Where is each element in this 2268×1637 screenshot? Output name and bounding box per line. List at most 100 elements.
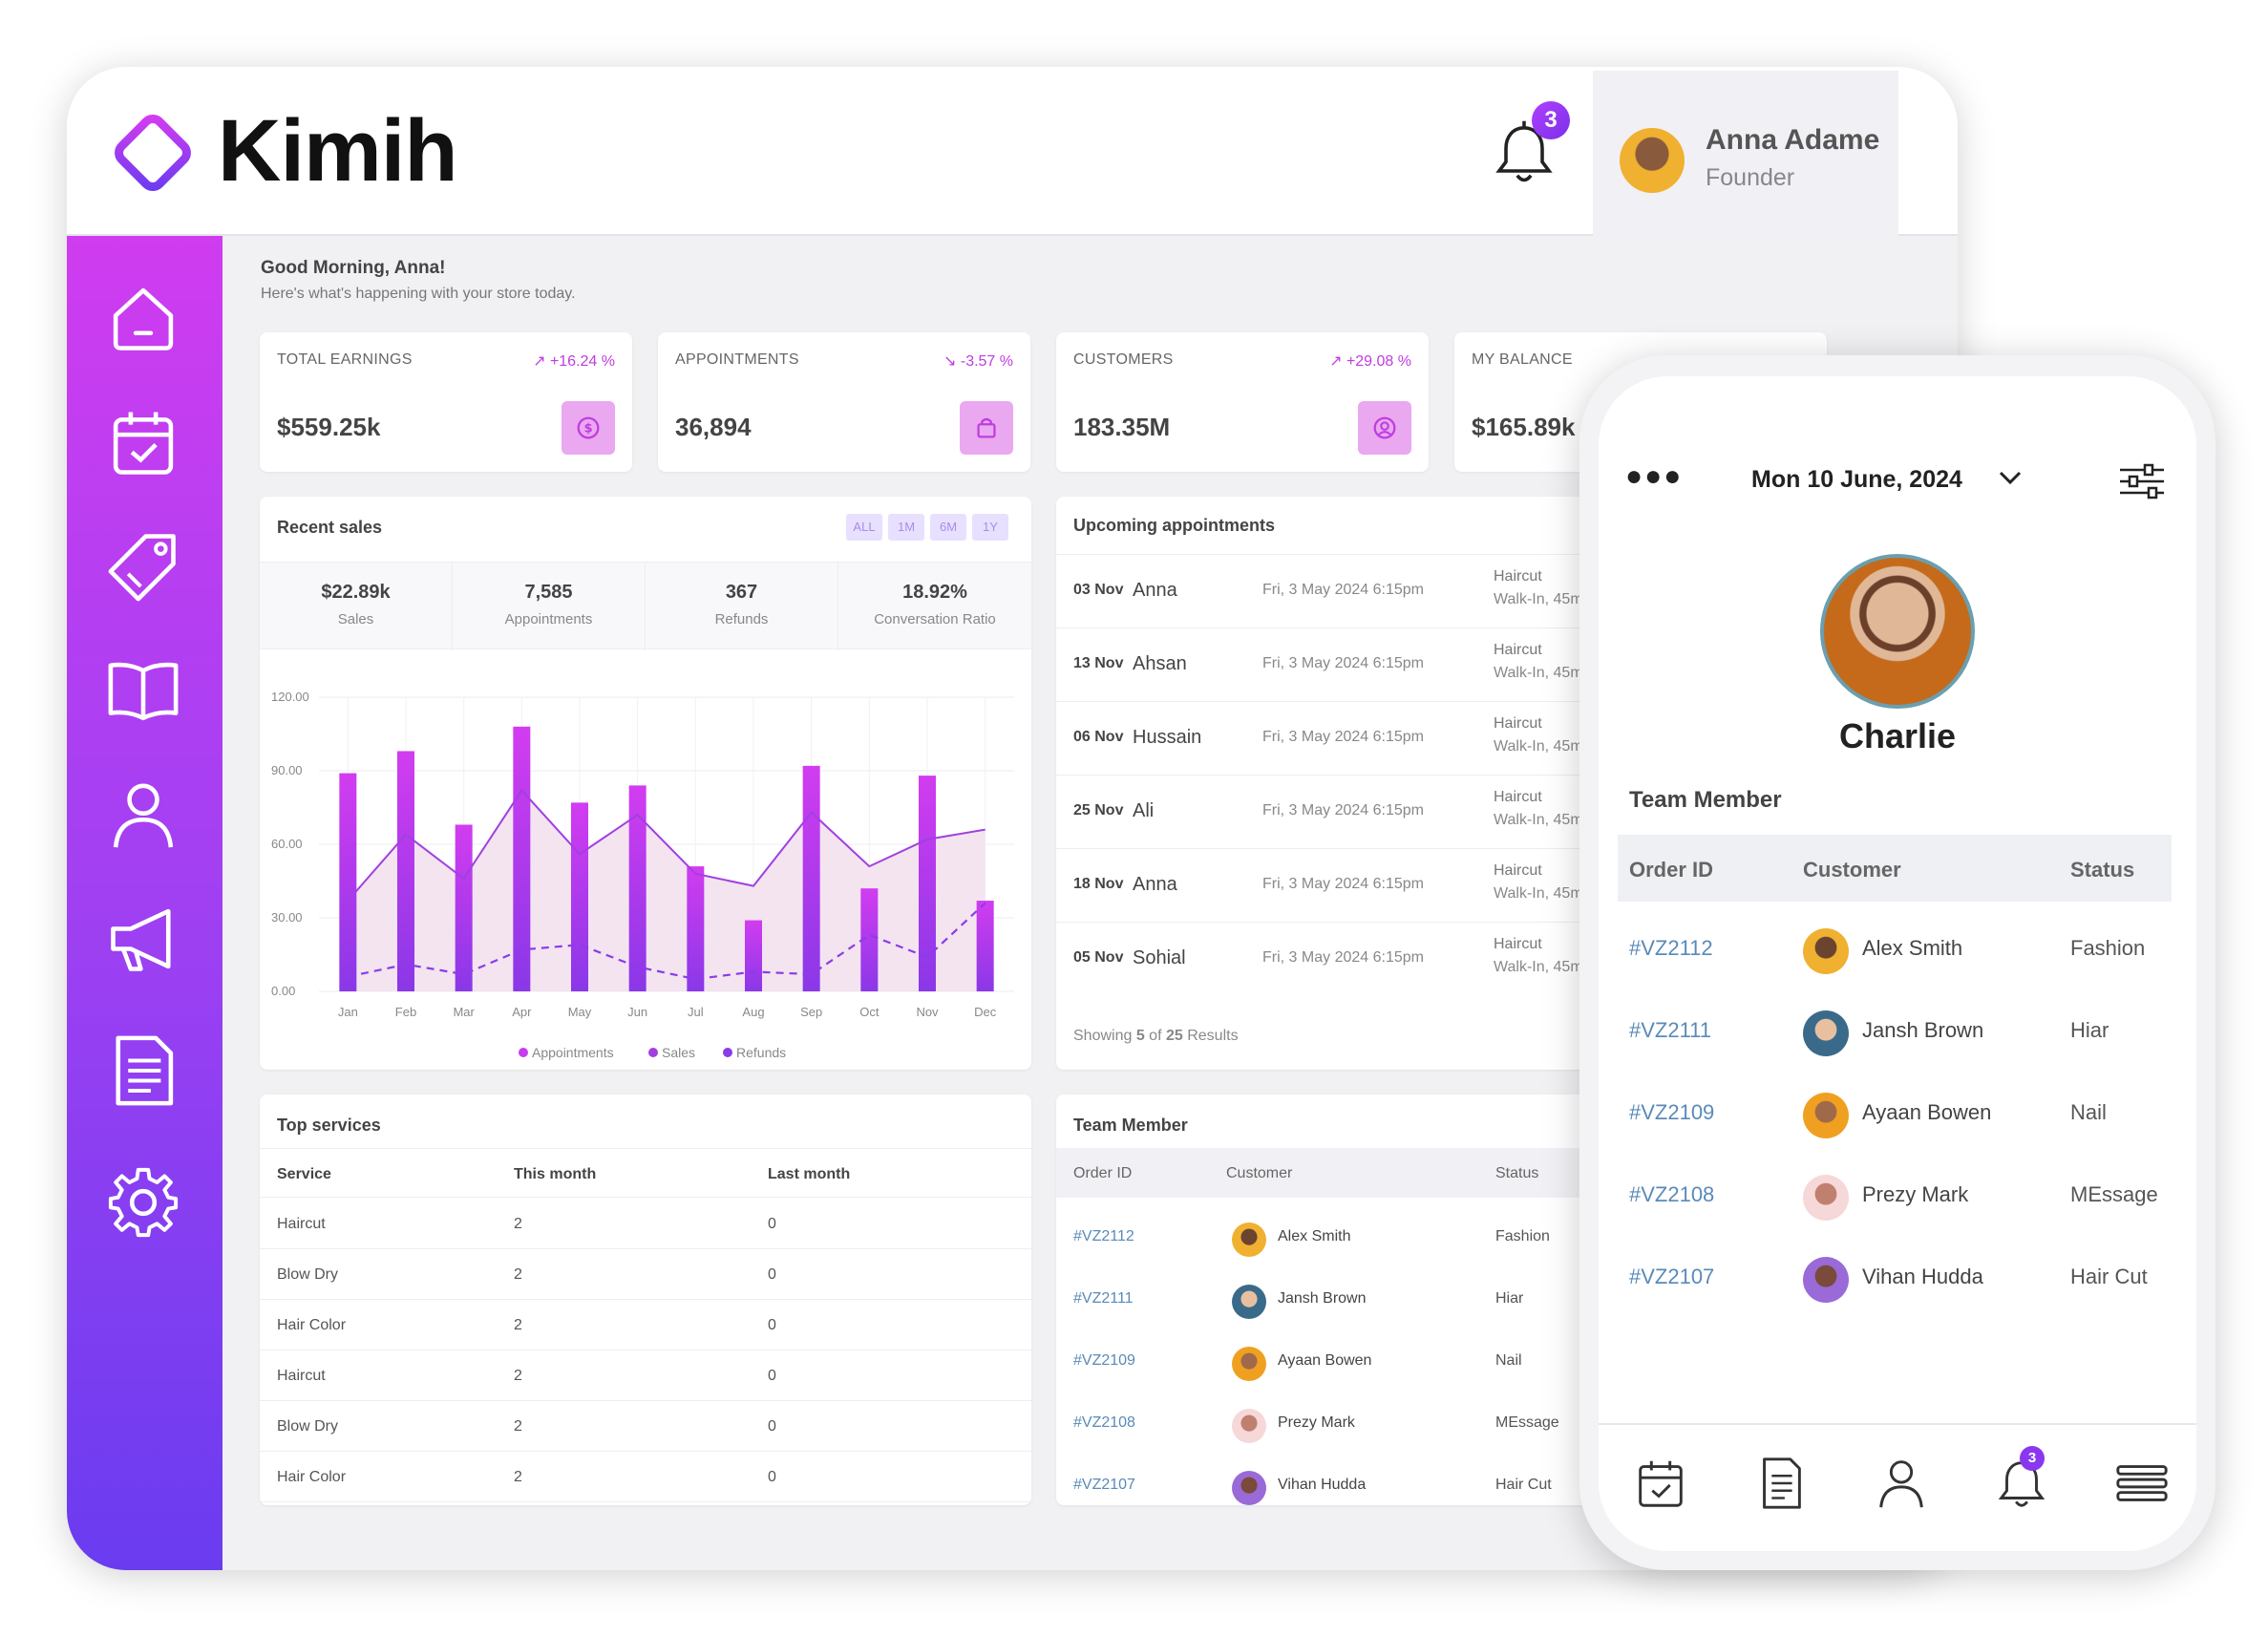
sales-area [348,790,986,991]
user-icon[interactable] [1872,1454,1931,1513]
appointment-detail: Walk-In, 45m [1494,812,1583,828]
cell-this-month: 2 [514,1469,522,1485]
status-text: MEssage [2070,1182,2158,1206]
order-id-link[interactable]: #VZ2111 [1629,1018,1712,1042]
tablet-frame: Kimih 3 Anna Adame Founder [67,67,1958,1570]
order-id-link[interactable]: #VZ2112 [1073,1228,1134,1244]
table-row[interactable]: #VZ2111 Jansh Brown Hiar [1618,989,2172,1072]
table-row[interactable]: #VZ2107 Vihan Hudda Hair Cut [1056,1456,1629,1505]
cell-service: Haircut [277,1216,326,1232]
user-icon[interactable] [103,775,183,855]
appointment-date: 05 Nov [1073,949,1124,966]
bar-appointments [802,765,820,991]
range-button-1m[interactable]: 1M [888,514,924,541]
table-row[interactable]: #VZ2109 Ayaan Bowen Nail [1618,1072,2172,1154]
appointment-row[interactable]: 13 Nov Ahsan Fri, 3 May 2024 6:15pm Haircut… [1056,627,1629,701]
profile-menu[interactable]: Anna Adame Founder [1593,71,1898,236]
stat-value: $559.25k [277,413,381,441]
stat-label: CUSTOMERS [1073,351,1174,368]
order-id-link[interactable]: #VZ2108 [1073,1414,1135,1431]
range-button-1y[interactable]: 1Y [972,514,1008,541]
table-row[interactable]: #VZ2107 Vihan Hudda Hair Cut [1618,1236,2172,1318]
order-id-link[interactable]: #VZ2109 [1629,1100,1715,1124]
summary-value: 7,585 [524,582,573,603]
document-icon[interactable] [103,1031,183,1111]
appointment-row[interactable]: 25 Nov Ali Fri, 3 May 2024 6:15pm Haircut Wa… [1056,775,1629,848]
sales-chart: 0.00 30.00 60.00 90.00 120.00 Jan Feb Mar Apr May… [271,690,1014,1060]
phone-frame: ●●● Mon 10 June, 2024 Charlie Team Membe… [1579,355,2215,1570]
order-id-link[interactable]: #VZ2107 [1629,1265,1715,1288]
appointment-row[interactable]: 03 Nov Anna Fri, 3 May 2024 6:15pm Haircut W… [1056,554,1629,627]
profile-name: Anna Adame [1706,124,1880,156]
appointment-service: Haircut [1494,715,1542,732]
column-header: Service [277,1166,331,1182]
home-icon[interactable] [103,278,183,358]
order-id-link[interactable]: #VZ2109 [1073,1352,1135,1369]
order-id-link[interactable]: #VZ2111 [1073,1290,1134,1307]
filter-icon[interactable] [2116,460,2168,502]
avatar [1803,928,1849,974]
sales-summary: $22.89k Sales 7,585 Appointments 367 Ref… [260,562,1031,650]
appointment-row[interactable]: 05 Nov Sohial Fri, 3 May 2024 6:15pm Haircu… [1056,922,1629,995]
range-button-all[interactable]: ALL [846,514,882,541]
appointment-date: 03 Nov [1073,582,1124,598]
avatar [1620,128,1685,193]
cell-this-month: 2 [514,1368,522,1384]
appointment-row[interactable]: 18 Nov Anna Fri, 3 May 2024 6:15pm Haircut W… [1056,848,1629,922]
notification-badge: 3 [2020,1446,2045,1471]
stat-value: 36,894 [675,413,752,441]
x-tick-label: Oct [859,1005,880,1019]
footer-prefix: Showing [1073,1028,1136,1044]
table-row[interactable]: #VZ2109 Ayaan Bowen Nail [1056,1331,1629,1393]
order-id-link[interactable]: #VZ2107 [1073,1477,1135,1493]
range-button-6m[interactable]: 6M [930,514,966,541]
more-icon[interactable]: ●●● [1625,460,1684,492]
table-row[interactable]: #VZ2111 Jansh Brown Hiar [1056,1269,1629,1331]
table-row[interactable]: #VZ2108 Prezy Mark MEssage [1056,1393,1629,1456]
column-header: Customer [1226,1165,1293,1181]
table-row[interactable]: #VZ2112 Alex Smith Fashion [1056,1207,1629,1269]
book-icon[interactable] [103,650,183,731]
menu-icon[interactable] [2112,1454,2172,1513]
order-id-link[interactable]: #VZ2112 [1629,936,1713,960]
megaphone-icon[interactable] [103,899,183,979]
date-selector[interactable]: Mon 10 June, 2024 [1751,466,1962,493]
avatar [1232,1222,1266,1257]
calendar-icon[interactable] [103,402,183,482]
y-tick-label: 90.00 [271,763,303,777]
order-id-link[interactable]: #VZ2108 [1629,1182,1715,1206]
appointment-service: Haircut [1494,862,1542,879]
cell-last-month: 0 [768,1216,776,1232]
column-header: Last month [768,1166,851,1182]
column-header: Customer [1803,858,1901,882]
cell-this-month: 2 [514,1216,522,1232]
appointment-name: Ali [1133,800,1155,821]
table-header: Order ID Customer Status [1618,835,2172,902]
summary-label: Refunds [714,611,769,627]
chevron-down-icon[interactable] [1998,468,2023,487]
table-row: Haircut 2 0 [260,1350,1031,1401]
summary-value: 18.92% [902,582,967,603]
table-header: Order ID Customer Status [1056,1148,1629,1198]
appointment-row[interactable]: 06 Nov Hussain Fri, 3 May 2024 6:15pm Hairc… [1056,701,1629,775]
top-services-panel: Top services Service This month Last mon… [260,1095,1031,1505]
appointment-detail: Walk-In, 45m [1494,591,1583,607]
document-icon[interactable] [1751,1454,1811,1513]
stat-change: ↗ +29.08 % [1329,353,1411,370]
column-header: Order ID [1073,1165,1133,1181]
appointment-time: Fri, 3 May 2024 6:15pm [1262,802,1424,818]
cell-service: Haircut [277,1368,326,1384]
legend-label: Appointments [532,1045,614,1060]
gear-icon[interactable] [103,1162,183,1243]
appointment-time: Fri, 3 May 2024 6:15pm [1262,949,1424,966]
status-text: MEssage [1495,1414,1559,1431]
appointment-name: Hussain [1133,727,1202,748]
results-footer: Showing 5 of 25 Results [1073,1028,1239,1045]
tag-icon[interactable] [103,526,183,606]
table-row[interactable]: #VZ2108 Prezy Mark MEssage [1618,1154,2172,1236]
greeting-title: Good Morning, Anna! [261,258,446,278]
calendar-icon[interactable] [1631,1454,1690,1513]
table-row[interactable]: #VZ2112 Alex Smith Fashion [1618,907,2172,989]
phone-screen: ●●● Mon 10 June, 2024 Charlie Team Membe… [1599,376,2196,1551]
logo-icon [107,107,199,199]
